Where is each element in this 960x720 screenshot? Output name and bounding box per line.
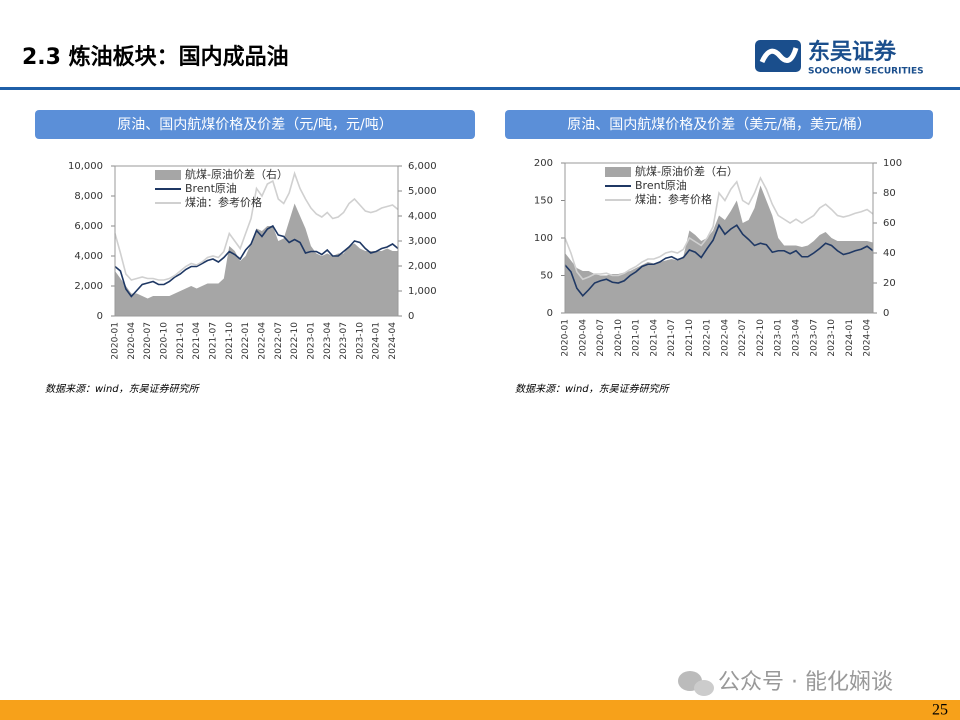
y-tick-label: 10,000 [68,161,103,172]
x-tick-label: 2021-04 [649,319,659,357]
y2-tick-label: 4,000 [408,211,437,222]
plot-frame [564,162,874,314]
x-tick-label: 2022-04 [720,319,730,357]
title-bar [35,110,475,139]
x-tick-label: 2022-07 [738,319,748,357]
x-tick-label: 2021-10 [685,319,695,357]
x-tick-label: 2024-04 [863,319,873,357]
spread-area [115,203,398,316]
x-tick-label: 2022-07 [274,322,284,360]
y-tick-label: 0 [547,308,553,319]
header-rule [0,87,960,90]
x-tick-label: 2020-04 [578,319,588,357]
x-tick-label: 2022-01 [241,322,251,360]
x-tick-label: 2020-07 [143,322,153,360]
title-bar [505,110,933,139]
legend-label: 航煤-原油价差（右） [185,167,288,181]
page-number: 25 [932,702,948,719]
y-tick-label: 0 [97,311,103,322]
x-tick-label: 2020-10 [614,319,624,357]
x-tick-label: 2020-01 [561,319,571,357]
x-tick-label: 2023-04 [792,319,802,357]
x-tick-label: 2021-01 [176,322,186,360]
y-tick-label: 50 [540,271,553,282]
x-tick-label: 2023-10 [355,322,365,360]
plot-frame [114,165,399,317]
y2-tick-label: 0 [883,308,889,319]
legend-swatch [605,167,631,177]
x-tick-label: 2022-10 [756,319,766,357]
logo-subtitle: SOOCHOW SECURITIES [808,67,924,77]
x-tick-label: 2023-07 [339,322,349,360]
x-tick-label: 2020-10 [159,322,169,360]
x-tick-label: 2021-07 [208,322,218,360]
x-tick-label: 2021-10 [225,322,235,360]
source-note: 数据来源：wind，东吴证券研究所 [45,383,201,395]
y2-tick-label: 40 [883,248,896,259]
y2-tick-label: 2,000 [408,261,437,272]
watermark: 公众号 · 能化娴谈 [718,670,893,695]
slide-title: 2.3 炼油板块：国内成品油 [22,44,289,70]
x-tick-label: 2022-01 [703,319,713,357]
x-tick-label: 2021-04 [192,322,202,360]
y2-tick-label: 60 [883,218,896,229]
spread-area [565,185,873,313]
x-tick-label: 2021-01 [632,319,642,357]
series-line [564,176,874,281]
y-tick-label: 2,000 [74,281,103,292]
y-tick-label: 6,000 [74,221,103,232]
series-line [114,170,399,281]
y2-tick-label: 3,000 [408,236,437,247]
y2-tick-label: 100 [883,158,902,169]
watermark-icon [678,671,714,696]
legend-label: 煤油：参考价格 [635,192,712,206]
x-tick-label: 2020-01 [111,322,121,360]
x-tick-label: 2022-10 [290,322,300,360]
y-tick-label: 100 [534,233,553,244]
chart-title: 原油、国内航煤价格及价差（元/吨，元/吨） [117,117,392,133]
x-tick-label: 2024-01 [845,319,855,357]
x-tick-label: 2020-04 [127,322,137,360]
y-tick-label: 4,000 [74,251,103,262]
legend-label: 航煤-原油价差（右） [635,164,738,178]
y-tick-label: 8,000 [74,191,103,202]
y2-tick-label: 0 [408,311,414,322]
x-tick-label: 2023-04 [323,322,333,360]
x-tick-label: 2022-04 [257,322,267,360]
x-tick-label: 2021-07 [667,319,677,357]
y2-tick-label: 20 [883,278,896,289]
legend-label: Brent原油 [635,178,687,192]
chart-title: 原油、国内航煤价格及价差（美元/桶，美元/桶） [567,117,870,133]
x-tick-label: 2023-10 [827,319,837,357]
x-tick-label: 2020-07 [596,319,606,357]
logo-name: 东吴证券 [808,39,897,65]
x-tick-label: 2023-01 [774,319,784,357]
legend-label: 煤油：参考价格 [185,195,262,209]
y-tick-label: 150 [534,196,553,207]
series-line [114,224,399,298]
y2-tick-label: 80 [883,188,896,199]
y2-tick-label: 6,000 [408,161,437,172]
y2-tick-label: 5,000 [408,186,437,197]
legend-swatch [155,170,181,180]
x-tick-label: 2023-07 [809,319,819,357]
x-tick-label: 2024-04 [388,322,398,360]
y2-tick-label: 1,000 [408,286,437,297]
legend-label: Brent原油 [185,181,237,195]
logo-icon [755,40,801,72]
x-tick-label: 2024-01 [372,322,382,360]
footer-bar [0,700,960,720]
source-note: 数据来源：wind，东吴证券研究所 [515,383,671,395]
series-line [564,223,874,297]
y-tick-label: 200 [534,158,553,169]
x-tick-label: 2023-01 [306,322,316,360]
